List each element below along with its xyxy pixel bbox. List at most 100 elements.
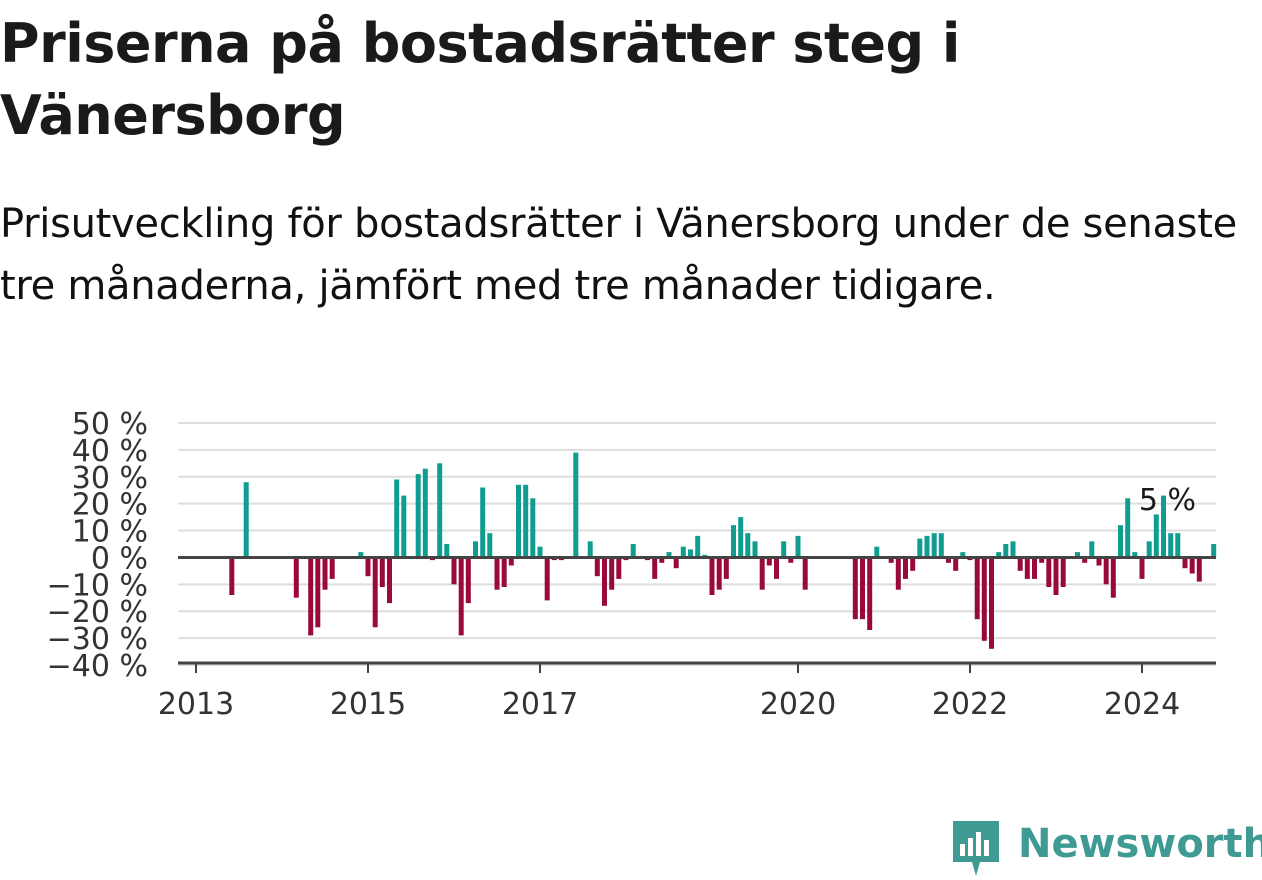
y-tick-label: 40 %	[72, 434, 148, 469]
bar-chart: 50 %40 %30 %20 %10 %0 %−10 %−20 %−30 %−4…	[47, 407, 1217, 722]
bar	[1046, 557, 1052, 587]
bar	[594, 557, 600, 577]
latest-value-label: 5 %	[1139, 483, 1196, 518]
bar	[745, 533, 751, 558]
x-tick-label: 2013	[158, 687, 234, 722]
bar	[616, 557, 622, 579]
bar	[501, 557, 507, 587]
bar	[1196, 557, 1202, 582]
bar	[981, 557, 987, 641]
bar	[888, 557, 894, 563]
bar	[1125, 498, 1131, 558]
y-tick-label: 0 %	[91, 541, 148, 576]
bar	[508, 557, 514, 566]
bar	[573, 452, 579, 558]
bar	[387, 557, 392, 604]
bar	[1082, 557, 1088, 563]
bar	[752, 541, 758, 558]
bar	[358, 552, 364, 558]
bar	[788, 557, 794, 563]
x-tick-label: 2022	[932, 687, 1008, 722]
bar	[759, 557, 765, 590]
bar	[716, 557, 722, 590]
bar	[1003, 544, 1009, 558]
y-tick-label: −40 %	[47, 649, 148, 684]
x-axis-ticks: 2013 2015 2017 2020 2022 2024	[158, 663, 1180, 722]
bar	[415, 474, 421, 558]
bar	[530, 498, 536, 558]
y-tick-label: −20 %	[47, 595, 148, 630]
y-tick-label: 20 %	[72, 488, 148, 523]
bar	[465, 557, 471, 604]
bar	[1139, 557, 1145, 579]
chart-subtitle: Prisutveckling för bostadsrätter i Väner…	[0, 201, 1237, 309]
bar	[852, 557, 858, 620]
newsworthy-logo-icon	[953, 821, 999, 876]
bar	[1017, 557, 1023, 571]
bar	[695, 535, 701, 558]
bar	[379, 557, 385, 587]
gridlines	[178, 422, 1216, 666]
x-tick-label: 2024	[1104, 687, 1180, 722]
bar	[444, 544, 450, 558]
bar	[895, 557, 901, 590]
x-tick-label: 2017	[502, 687, 578, 722]
bar	[910, 557, 916, 571]
bar	[960, 552, 966, 558]
bar	[688, 549, 693, 558]
bar	[766, 557, 772, 566]
bar	[659, 557, 665, 563]
bar	[781, 541, 787, 558]
bar	[666, 552, 672, 558]
bar	[953, 557, 959, 571]
bars	[229, 452, 1217, 649]
bar	[874, 546, 880, 558]
bar	[243, 482, 249, 558]
bar	[1032, 557, 1037, 579]
bar	[938, 533, 944, 558]
bar	[652, 557, 658, 579]
bar	[315, 557, 321, 628]
bar	[946, 557, 951, 563]
bar	[1060, 557, 1066, 587]
bar	[1024, 557, 1030, 579]
bar	[293, 557, 299, 598]
y-axis-ticks: 50 %40 %30 %20 %10 %0 %−10 %−20 %−30 %−4…	[47, 407, 148, 684]
bar	[451, 557, 457, 585]
bar	[422, 468, 428, 558]
bar	[924, 535, 930, 558]
y-tick-label: −10 %	[47, 568, 148, 603]
y-tick-label: 50 %	[72, 407, 148, 442]
bar	[1211, 544, 1217, 558]
bar	[903, 557, 908, 579]
bar	[480, 487, 486, 558]
chart-title: Priserna på bostadsrätter steg i Vänersb…	[0, 12, 960, 147]
bar	[1161, 495, 1166, 558]
y-tick-label: 10 %	[72, 515, 148, 550]
bar	[322, 557, 328, 590]
bar	[1118, 525, 1123, 558]
bar	[544, 557, 550, 601]
bar	[494, 557, 500, 590]
bar	[1096, 557, 1102, 566]
bar	[516, 484, 521, 558]
bar	[1103, 557, 1109, 585]
bar	[709, 557, 715, 595]
bar	[867, 557, 873, 630]
bar	[437, 463, 443, 558]
bar	[487, 533, 493, 558]
bar	[1110, 557, 1116, 598]
brand-name: Newsworthy	[1018, 821, 1262, 867]
bar	[731, 525, 736, 558]
bar	[989, 557, 994, 649]
bar	[1182, 557, 1188, 569]
y-tick-label: −30 %	[47, 622, 148, 657]
bar	[372, 557, 378, 628]
bar	[996, 552, 1002, 558]
bar	[738, 517, 744, 558]
bar	[587, 541, 593, 558]
bar	[723, 557, 729, 579]
bar	[1153, 514, 1159, 558]
bar	[974, 557, 980, 620]
bar	[1053, 557, 1059, 595]
